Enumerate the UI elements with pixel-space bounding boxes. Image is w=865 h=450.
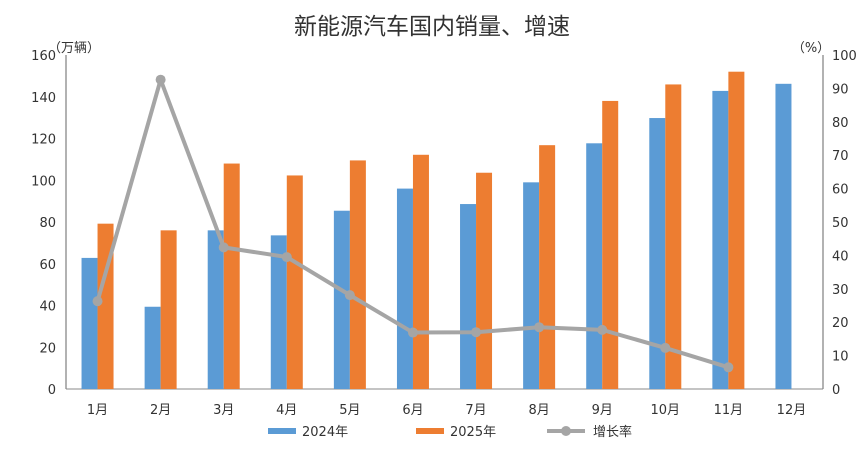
bar-2024 — [649, 118, 666, 389]
bar-2025 — [539, 145, 556, 389]
bar-2025 — [665, 84, 682, 389]
right-tick-label: 0 — [832, 383, 840, 398]
growth-rate-point — [723, 362, 734, 373]
x-tick-label: 1月 — [87, 403, 108, 418]
bar-2024 — [586, 143, 603, 389]
right-tick-label: 10 — [832, 350, 849, 365]
x-tick-label: 5月 — [339, 403, 360, 418]
bar-2025 — [286, 175, 303, 389]
right-tick-label: 60 — [832, 183, 849, 198]
bar-2024 — [396, 188, 413, 389]
x-tick-label: 6月 — [402, 403, 423, 418]
x-tick-label: 4月 — [276, 403, 297, 418]
growth-rate-point — [218, 242, 229, 253]
right-axis-unit: （%） — [792, 41, 830, 56]
right-tick-label: 70 — [832, 149, 849, 164]
x-tick-label: 10月 — [651, 403, 681, 418]
growth-line-series — [92, 74, 734, 373]
growth-rate-point — [92, 296, 103, 307]
left-tick-label: 140 — [31, 91, 56, 106]
left-tick-label: 120 — [31, 133, 56, 148]
left-axis-unit: （万辆） — [48, 41, 100, 56]
legend-label: 增长率 — [593, 424, 632, 440]
bar-2024 — [270, 235, 287, 389]
right-tick-label: 90 — [832, 82, 849, 97]
left-tick-label: 0 — [48, 383, 56, 398]
bar-2024 — [460, 204, 477, 389]
x-tick-label: 9月 — [592, 403, 613, 418]
bar-2024 — [144, 306, 161, 389]
growth-rate-point — [534, 322, 545, 333]
left-axis-tick-labels: 0 20 40 60 80 100 120 140 160 — [31, 49, 56, 398]
x-tick-label: 2月 — [150, 403, 171, 418]
growth-rate-point — [155, 74, 166, 85]
x-tick-label: 11月 — [714, 403, 744, 418]
left-tick-label: 100 — [31, 174, 56, 189]
bar-2025 — [160, 230, 177, 389]
right-axis-tick-labels: 0 10 20 30 40 50 60 70 80 90 100 — [832, 49, 857, 398]
legend-label: 2024年 — [302, 425, 348, 440]
bars — [81, 71, 792, 390]
x-tick-label: 7月 — [465, 403, 486, 418]
right-tick-label: 40 — [832, 249, 849, 264]
bar-2024 — [207, 230, 224, 389]
bar-2024 — [712, 90, 729, 389]
bar-2024 — [523, 182, 540, 389]
right-tick-label: 30 — [832, 283, 849, 298]
left-tick-label: 60 — [39, 258, 56, 273]
left-tick-label: 40 — [39, 300, 56, 315]
bar-2024 — [333, 210, 350, 389]
axes — [65, 55, 824, 390]
growth-rate-point — [597, 324, 608, 335]
left-tick-label: 20 — [39, 341, 56, 356]
right-tick-label: 20 — [832, 316, 849, 331]
legend-marker — [561, 426, 571, 436]
x-tick-label: 8月 — [528, 403, 549, 418]
growth-rate-point — [471, 327, 482, 338]
bar-2024 — [81, 257, 98, 389]
right-tick-label: 100 — [832, 49, 857, 64]
left-tick-label: 160 — [31, 49, 56, 64]
bar-2025 — [476, 172, 493, 389]
bar-2025 — [412, 154, 429, 389]
growth-rate-point — [281, 252, 292, 263]
legend-swatch — [416, 428, 444, 434]
chart-title: 新能源汽车国内销量、增速 — [294, 14, 570, 40]
bar-2025 — [728, 71, 745, 389]
legend-swatch — [268, 428, 296, 434]
x-tick-label: 3月 — [213, 403, 234, 418]
bar-2025 — [602, 100, 619, 390]
bar-2025 — [223, 163, 240, 389]
growth-rate-point — [407, 327, 418, 338]
legend-label: 2025年 — [450, 425, 496, 440]
legend: 2024年 2025年 增长率 — [268, 424, 632, 440]
x-tick-label: 12月 — [777, 403, 807, 418]
x-axis-labels: 1月 2月 3月 4月 5月 6月 7月 8月 9月 10月 11月 12月 — [87, 403, 806, 418]
left-tick-label: 80 — [39, 216, 56, 231]
bar-2025 — [349, 160, 366, 389]
right-tick-label: 50 — [832, 216, 849, 231]
right-tick-label: 80 — [832, 116, 849, 131]
bar-2024 — [775, 83, 792, 390]
growth-rate-point — [344, 290, 355, 301]
growth-rate-point — [660, 342, 671, 353]
